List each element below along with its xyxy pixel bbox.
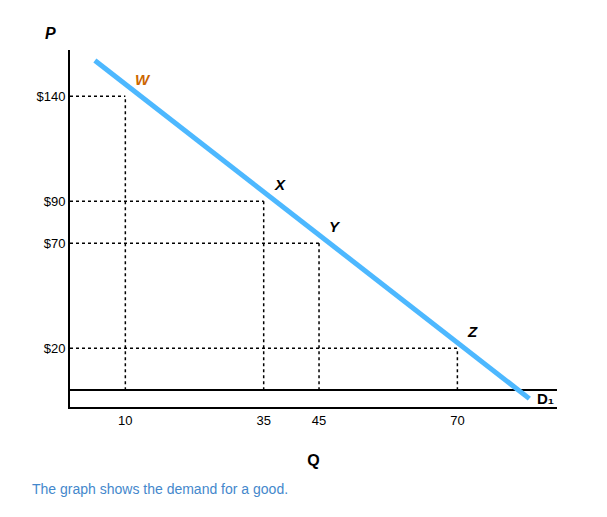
svg-text:45: 45 [312,413,326,428]
svg-text:D₁: D₁ [537,390,554,407]
svg-text:The graph shows the demand for: The graph shows the demand for a good. [32,481,288,497]
svg-text:Q: Q [307,452,319,469]
svg-text:W: W [135,71,151,88]
svg-text:$140: $140 [36,89,65,104]
svg-text:X: X [274,176,286,193]
svg-text:Y: Y [329,218,341,235]
svg-text:$90: $90 [44,194,66,209]
svg-text:10: 10 [118,413,132,428]
svg-text:Z: Z [467,323,478,340]
svg-text:$20: $20 [44,341,66,356]
svg-text:35: 35 [256,413,270,428]
svg-text:P: P [45,25,56,42]
svg-text:70: 70 [450,413,464,428]
svg-text:$70: $70 [44,236,66,251]
